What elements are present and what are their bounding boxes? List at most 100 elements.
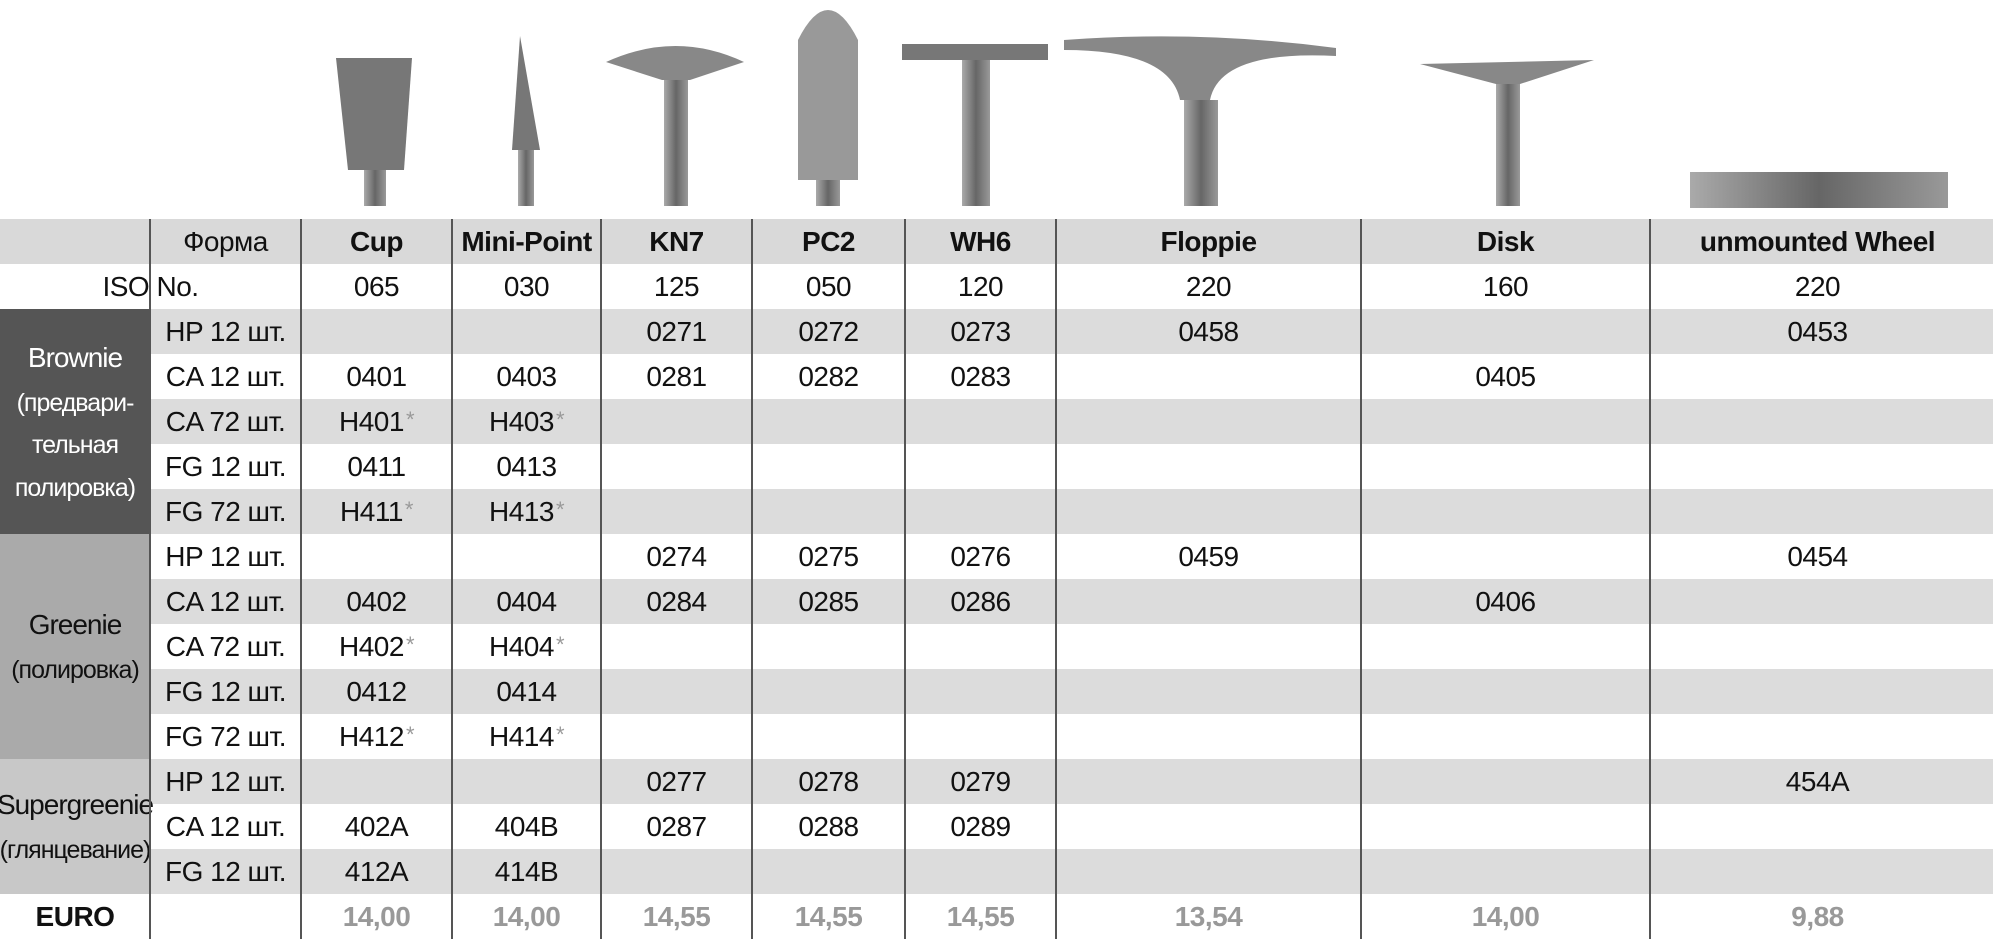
footnote-mark: * [555, 632, 565, 657]
price: 14,55 [642, 900, 711, 932]
form-label: CA 72 шт. [165, 405, 286, 437]
code: H412 * [301, 714, 452, 759]
code: 0458 [1178, 315, 1239, 347]
code: 0459 [1178, 540, 1239, 572]
code-text: H403 [489, 405, 554, 437]
group-line: Supergreenie [0, 789, 154, 821]
column-header: KN7 [649, 225, 704, 257]
floppie-image [1064, 36, 1336, 206]
column-header: Cup [350, 225, 403, 257]
iso-value: 030 [503, 270, 550, 302]
code: 404B [494, 810, 559, 842]
code: 0403 [496, 360, 557, 392]
code: H401 * [301, 399, 452, 444]
form-label: CA 12 шт. [165, 585, 286, 617]
form-label: HP 12 шт. [165, 315, 286, 347]
iso-value: 120 [957, 270, 1004, 302]
group-line: Brownie [27, 341, 123, 373]
code: 0276 [950, 540, 1011, 572]
footnote-mark: * [405, 632, 415, 657]
form-label: FG 72 шт. [164, 495, 287, 527]
column-header: unmounted Wheel [1699, 225, 1936, 257]
column-divider [1360, 219, 1362, 939]
row-band [0, 399, 1993, 444]
row-band [0, 669, 1993, 714]
row-band [0, 309, 1993, 354]
column-divider [149, 219, 151, 939]
footnote-mark: * [405, 722, 415, 747]
code: 0285 [798, 585, 859, 617]
column-divider [451, 219, 453, 939]
form-label: FG 12 шт. [164, 675, 287, 707]
group-line: полировка) [14, 473, 136, 502]
code: 0282 [798, 360, 859, 392]
code-text: H413 [489, 495, 554, 527]
code: 0273 [950, 315, 1011, 347]
group-line: тельная [31, 431, 119, 460]
footnote-mark: * [555, 722, 565, 747]
code: 0274 [646, 540, 707, 572]
iso-value: 160 [1482, 270, 1529, 302]
code: 0406 [1475, 585, 1536, 617]
code: H404 * [452, 624, 601, 669]
iso-value: 125 [653, 270, 700, 302]
row-band [0, 849, 1993, 894]
column-header: Disk [1476, 225, 1535, 257]
code: H403 * [452, 399, 601, 444]
iso-value: 050 [805, 270, 852, 302]
code: 0453 [1787, 315, 1848, 347]
price: 14,00 [1471, 900, 1540, 932]
iso-value: 220 [1794, 270, 1841, 302]
code: 0281 [646, 360, 707, 392]
code: 0405 [1475, 360, 1536, 392]
form-label: FG 12 шт. [164, 450, 287, 482]
form-label: CA 72 шт. [165, 630, 286, 662]
code: H414 * [452, 714, 601, 759]
column-divider [600, 219, 602, 939]
footnote-mark: * [404, 497, 414, 522]
footnote-mark: * [555, 407, 565, 432]
price: 14,55 [794, 900, 863, 932]
column-divider [1055, 219, 1057, 939]
form-label: CA 12 шт. [165, 360, 286, 392]
price: 14,55 [946, 900, 1015, 932]
column-divider [904, 219, 906, 939]
column-divider [300, 219, 302, 939]
iso-value: 220 [1185, 270, 1232, 302]
column-header: Mini-Point [461, 225, 592, 257]
code: H402 * [301, 624, 452, 669]
code: 0412 [346, 675, 407, 707]
row-band [0, 759, 1993, 804]
code: 0414 [496, 675, 557, 707]
code: 0411 [347, 450, 406, 482]
code: 454A [1785, 765, 1850, 797]
form-label: FG 12 шт. [164, 855, 287, 887]
kn7-image [606, 46, 744, 206]
code: H411 * [301, 489, 452, 534]
code: 0271 [646, 315, 707, 347]
column-header: Floppie [1160, 225, 1257, 257]
iso-value: 065 [353, 270, 400, 302]
code: 0289 [950, 810, 1011, 842]
form-label: HP 12 шт. [165, 765, 286, 797]
code-text: H412 [339, 720, 404, 752]
price-label: EURO [35, 900, 115, 932]
code: 412A [344, 855, 409, 887]
column-divider [1649, 219, 1651, 939]
code: 414B [494, 855, 559, 887]
header-band [0, 219, 1993, 264]
code: 0277 [646, 765, 707, 797]
price: 9,88 [1791, 900, 1844, 932]
column-header: WH6 [950, 225, 1011, 257]
group-label: Supergreenie (глянцевание) [0, 759, 154, 894]
code: 0413 [496, 450, 557, 482]
code: H413 * [452, 489, 601, 534]
group-line: Greenie [28, 609, 123, 641]
code: 0272 [798, 315, 859, 347]
code: 0401 [346, 360, 407, 392]
column-divider [751, 219, 753, 939]
pc2-image [798, 10, 858, 206]
form-label: CA 12 шт. [165, 810, 286, 842]
form-header: Форма [183, 225, 268, 257]
